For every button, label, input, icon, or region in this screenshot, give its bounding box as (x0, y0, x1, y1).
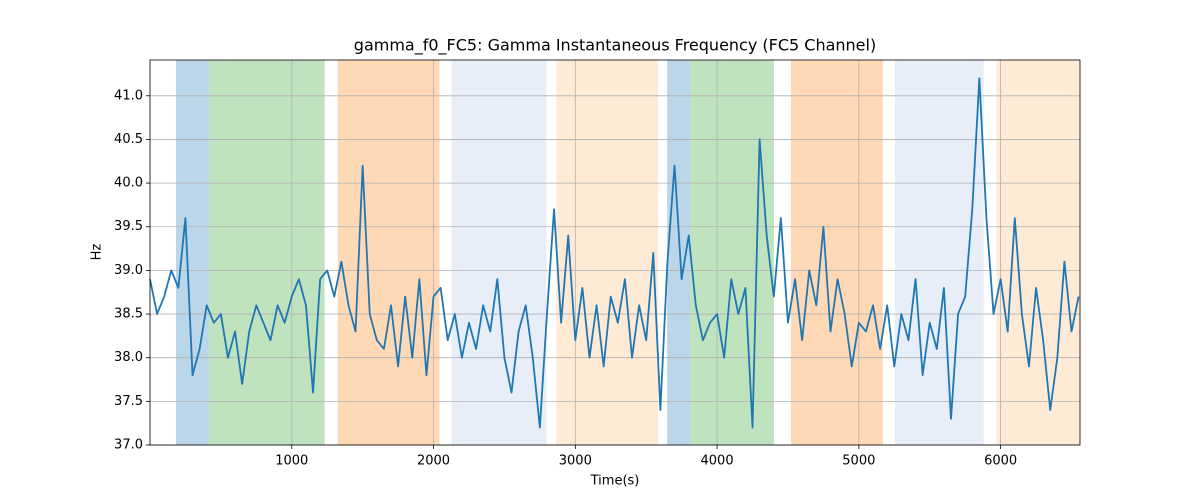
shaded-span (894, 60, 984, 445)
y-axis-label: Hz (90, 244, 105, 261)
x-tick-label: 5000 (842, 454, 875, 469)
axes-frame (149, 59, 1081, 446)
shaded-span (175, 60, 209, 445)
y-tick-label: 41.0 (114, 88, 143, 103)
x-tick-label: 1000 (275, 454, 308, 469)
shaded-span (208, 60, 325, 445)
x-tick-label: 3000 (559, 454, 592, 469)
y-tick-label: 40.0 (114, 176, 143, 191)
y-tick-label: 38.0 (114, 350, 143, 365)
y-tick-label: 39.5 (114, 219, 143, 234)
shaded-span (556, 60, 659, 445)
y-tick-label: 37.0 (114, 438, 143, 453)
x-axis-label: Time(s) (590, 474, 640, 489)
chart-title: gamma_f0_FC5: Gamma Instantaneous Freque… (354, 36, 876, 56)
x-tick-label: 4000 (701, 454, 734, 469)
line-series (149, 77, 1080, 429)
shaded-span (690, 60, 774, 445)
shaded-span (667, 60, 691, 445)
y-tick-label: 38.5 (114, 307, 143, 322)
y-tick-label: 37.5 (114, 394, 143, 409)
x-tick-label: 2000 (417, 454, 450, 469)
shaded-span (337, 60, 440, 445)
x-tick-label: 6000 (984, 454, 1017, 469)
shaded-span (451, 60, 547, 445)
shaded-span (790, 60, 883, 445)
y-tick-label: 40.5 (114, 132, 143, 147)
shaded-span (996, 60, 1080, 445)
y-tick-label: 39.0 (114, 263, 143, 278)
